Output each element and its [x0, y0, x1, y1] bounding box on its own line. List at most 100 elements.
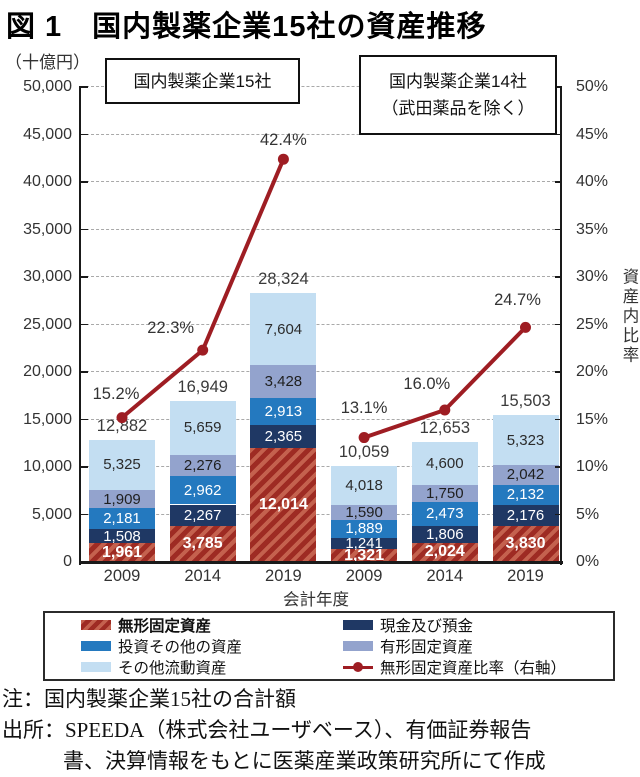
right-axis-tick-label: 40% — [576, 173, 609, 190]
right-axis-tick-label: 5% — [576, 505, 600, 523]
left-axis-tick — [81, 371, 88, 373]
bar-segment: 4,600 — [411, 441, 478, 486]
left-axis-tick — [81, 466, 88, 468]
line-marker-dot — [277, 153, 289, 165]
legend-label: その他流動資産 — [118, 660, 227, 678]
bar-value-label: 2,962 — [183, 481, 222, 499]
left-axis-tick-label: 50,000 — [23, 78, 72, 95]
bar-value-label: 1,750 — [426, 485, 464, 503]
left-axis-tick-label: 45,000 — [23, 125, 72, 143]
bar-segment: 1,889 — [331, 519, 398, 538]
right-axis-tick — [555, 276, 562, 278]
legend-item-other-current-assets: その他流動資産 — [45, 658, 341, 677]
bar-segment: 1,241 — [331, 535, 398, 553]
bar-value-label: 2,024 — [424, 543, 465, 561]
right-axis-tick-label: 50% — [576, 78, 609, 95]
right-axis-tick — [555, 181, 562, 183]
line-marker-dot — [358, 432, 370, 444]
gridline — [81, 418, 560, 420]
x-axis-tick-label: 2019 — [265, 567, 302, 585]
annotation-box-14-companies: 国内製薬企業14社 （武田薬品を除く） — [359, 55, 557, 135]
bar-value-label: 3,785 — [182, 535, 223, 552]
legend-item-investments-other-assets: 投資その他の資産 — [45, 637, 341, 656]
bar-value-label: 4,600 — [426, 455, 464, 473]
bar-segment: 3,830 — [492, 525, 559, 562]
right-axis-tick — [555, 133, 562, 136]
right-axis-tick — [555, 228, 562, 231]
gridline — [81, 513, 560, 515]
left-axis-tick-label: 20,000 — [23, 363, 72, 380]
bar-total-label: 16,949 — [177, 377, 228, 396]
bar-segment: 5,325 — [89, 439, 155, 491]
source-line-continued: 書、決算情報をもとに医薬産業政策研究所にて作成 — [63, 749, 546, 773]
tangible-assets-swatch-icon — [343, 641, 373, 651]
gridline — [81, 181, 560, 182]
note-line: 注：国内製薬企業15社の合計額 — [2, 687, 296, 711]
bar-segment: 1,961 — [89, 543, 155, 562]
annotation-text: 国内製薬企業14社 — [389, 72, 527, 91]
bar-segment: 1,909 — [89, 490, 155, 509]
bar-segment: 2,267 — [169, 504, 236, 527]
left-axis-tick-label: 15,000 — [23, 410, 72, 428]
bar-value-label: 2,365 — [264, 428, 303, 446]
right-axis-tick-label: 15% — [576, 410, 609, 428]
gridline — [81, 276, 560, 277]
notes-block: 注：国内製薬企業15社の合計額 出所：SPEEDA（株式会社ユーザベース）、有価… — [2, 684, 640, 777]
bar-value-label: 2,176 — [506, 506, 545, 524]
left-axis-tick — [81, 561, 88, 563]
ratio-point-label: 13.1% — [340, 398, 388, 417]
left-axis-tick-label: 10,000 — [23, 458, 72, 475]
line-marker-swatch-icon — [343, 661, 373, 673]
bar-value-label: 1,321 — [344, 546, 385, 564]
bar-segment: 2,473 — [411, 502, 478, 526]
investments-swatch-icon — [81, 641, 111, 651]
legend-item-cash-and-deposits: 現金及び預金 — [341, 615, 613, 635]
bar-segment: 3,428 — [250, 365, 317, 398]
bar-segment: 5,323 — [492, 414, 559, 466]
bar-value-label: 12,014 — [258, 495, 308, 513]
ratio-point-label: 24.7% — [494, 291, 541, 310]
source-line: 出所：SPEEDA（株式会社ユーザベース）、有価証券報告 — [2, 718, 532, 742]
ratio-point-label: 16.0% — [403, 375, 451, 393]
bar-segment: 5,659 — [169, 400, 236, 455]
bar-segment: 1,590 — [331, 504, 398, 520]
gridline — [81, 228, 560, 230]
x-axis-tick-label: 2019 — [507, 567, 544, 585]
bar-segment: 2,181 — [89, 508, 155, 530]
bar-value-label: 5,323 — [506, 431, 545, 449]
bar-value-label: 1,806 — [426, 525, 464, 543]
bar-value-label: 5,659 — [183, 419, 222, 437]
right-axis-tick-label: 0% — [576, 553, 600, 570]
bar-value-label: 1,241 — [345, 535, 383, 553]
annotation-text: 国内製薬企業15社 — [133, 71, 272, 91]
bar-segment: 2,962 — [169, 476, 236, 505]
left-axis-tick-label: 30,000 — [23, 268, 72, 285]
left-axis-tick-label: 0 — [63, 553, 72, 570]
right-axis-tick — [555, 561, 562, 563]
right-axis-tick-label: 10% — [576, 458, 609, 475]
right-axis-tick — [555, 513, 562, 516]
bar-segment: 2,042 — [492, 465, 559, 485]
annotation-box-15-companies: 国内製薬企業15社 — [105, 58, 300, 104]
bar-segment: 2,365 — [250, 425, 317, 448]
legend-item-intangible-fixed-assets: 無形固定資産 — [45, 615, 341, 635]
bar-segment: 1,508 — [89, 529, 155, 544]
x-axis-title: 会計年度 — [283, 591, 349, 609]
annotation-text: （武田薬品を除く） — [381, 99, 535, 118]
other-current-assets-swatch-icon — [81, 662, 111, 673]
left-axis-tick — [81, 181, 88, 183]
bar-value-label: 2,042 — [506, 466, 545, 484]
line-marker-dot — [439, 404, 451, 416]
legend-label: 無形固定資産比率（右軸） — [380, 660, 567, 678]
bar-segment: 1,806 — [411, 525, 478, 543]
bar-segment: 4,018 — [331, 466, 398, 505]
right-axis-tick — [555, 86, 562, 88]
right-axis-tick — [555, 323, 562, 326]
right-axis-line — [560, 86, 563, 565]
left-axis-tick — [81, 276, 88, 278]
left-axis-tick-label: 25,000 — [23, 315, 72, 333]
bar-segment: 2,132 — [492, 484, 559, 505]
bar-value-label: 3,428 — [264, 372, 303, 390]
left-axis-tick-label: 35,000 — [23, 220, 72, 238]
